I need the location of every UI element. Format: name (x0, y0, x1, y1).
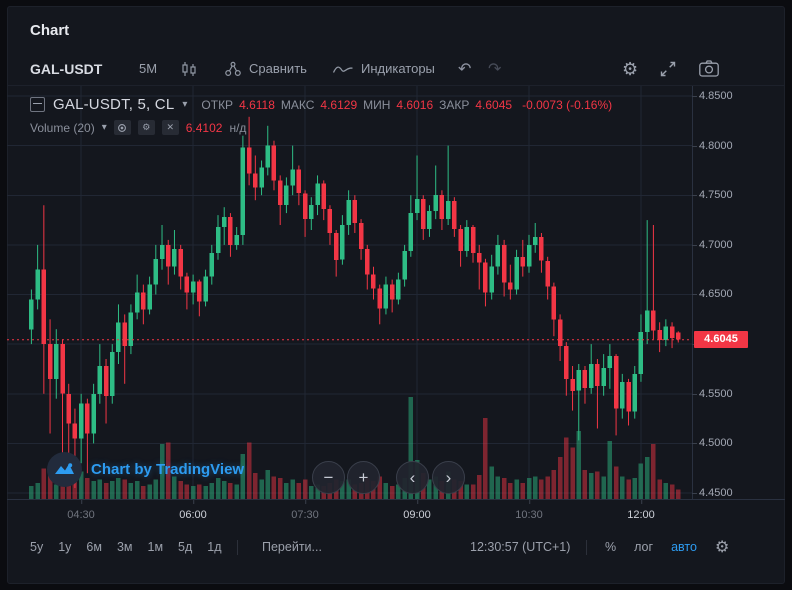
series-title[interactable]: GAL-USDT, 5, CL (53, 96, 175, 113)
scroll-right-button[interactable]: › (432, 461, 465, 494)
tradingview-attribution[interactable]: Chart by TradingView (47, 452, 244, 487)
interval-button[interactable]: 5M (139, 61, 158, 76)
price-axis-border (692, 86, 693, 500)
time-tick-label: 09:00 (403, 500, 431, 521)
bottom-toolbar: 5y 1y 6м 3м 1м 5д 1д Перейти... 12:30:57… (0, 533, 792, 561)
scroll-left-button[interactable]: ‹ (396, 461, 429, 494)
price-tick-label: 4.5000 (692, 436, 759, 450)
toolbar-right: ⚙ (622, 52, 720, 85)
time-tick-label: 04:30 (67, 500, 95, 521)
time-tick-label: 10:30 (515, 500, 543, 521)
price-tick-label: 4.5500 (692, 387, 759, 401)
candles-icon (180, 60, 198, 78)
low-value: 4.6016 (396, 97, 434, 112)
zoom-in-button[interactable]: + (347, 461, 380, 494)
snapshot-button[interactable] (698, 59, 720, 78)
range-6m[interactable]: 6м (86, 540, 102, 554)
range-1y[interactable]: 1y (58, 540, 72, 554)
open-label: ОТКР (201, 97, 234, 112)
gridlines (7, 86, 692, 499)
range-buttons: 5y 1y 6м 3м 1м 5д 1д (30, 533, 238, 561)
last-price-label: 4.6045 (694, 331, 748, 348)
log-scale-button[interactable]: лог (634, 540, 654, 554)
high-value: 4.6129 (320, 97, 358, 112)
price-tick-label: 4.4500 (692, 486, 759, 500)
chart-pane[interactable] (7, 86, 692, 499)
range-5d[interactable]: 5д (178, 540, 193, 554)
range-1d[interactable]: 1д (207, 540, 222, 554)
visibility-icon[interactable] (113, 120, 131, 135)
settings-button[interactable]: ⚙ (622, 58, 639, 79)
compare-icon (224, 60, 242, 78)
indicators-label: Индикаторы (361, 61, 435, 76)
compare-label: Сравнить (249, 61, 307, 76)
range-5y[interactable]: 5y (30, 540, 44, 554)
candles (29, 116, 681, 488)
price-tick-label: 4.7500 (692, 188, 759, 202)
low-label: МИН (363, 97, 391, 112)
volume-value: 6.4102 (185, 120, 223, 135)
candle-style-button[interactable] (180, 52, 198, 85)
price-tick-label: 4.8500 (692, 89, 759, 103)
time-tick-label: 12:00 (627, 500, 655, 521)
price-tick-label: 4.7000 (692, 238, 759, 252)
chart-settings-icon[interactable]: ⚙ (714, 539, 730, 556)
clock[interactable]: 12:30:57 (UTC+1) (470, 540, 571, 554)
attribution-text[interactable]: Chart by TradingView (91, 461, 245, 478)
volume-na: н/д (229, 120, 247, 135)
remove-indicator-icon[interactable]: ✕ (161, 120, 179, 135)
time-tick-label: 06:00 (179, 500, 207, 521)
ohlc-values: ОТКР 4.6118 МАКС 4.6129 МИН 4.6016 ЗАКР … (201, 98, 512, 112)
price-tick-label: 4.6500 (692, 287, 759, 301)
range-3m[interactable]: 3м (116, 540, 133, 554)
open-value: 4.6118 (239, 97, 275, 112)
time-axis-border (7, 499, 785, 500)
volume-label[interactable]: Volume (20) (30, 120, 95, 135)
change-value: -0.0073 (-0.16%) (522, 97, 613, 112)
divider (586, 539, 587, 555)
close-label: ЗАКР (439, 97, 470, 112)
collapse-legend-icon[interactable] (30, 97, 45, 112)
time-tick-label: 07:30 (291, 500, 319, 521)
toolbar-separator (7, 85, 785, 86)
volume-legend: Volume (20) ▾ ⚙ ✕ 6.4102 н/д (30, 120, 246, 135)
price-tick-label: 4.8000 (692, 139, 759, 153)
indicators-button[interactable]: Индикаторы (332, 52, 435, 85)
close-value: 4.6045 (475, 97, 513, 112)
indicator-settings-icon[interactable]: ⚙ (137, 120, 155, 135)
page-title: Chart (30, 22, 70, 39)
symbol-button[interactable]: GAL-USDT (30, 60, 103, 77)
indicators-icon (332, 62, 354, 76)
candlestick-chart (7, 86, 692, 499)
high-label: МАКС (280, 97, 315, 112)
compare-button[interactable]: Сравнить (224, 52, 307, 85)
time-axis[interactable]: 04:30 06:00 07:30 09:00 10:30 12:00 (0, 500, 792, 525)
chart-toolbar: GAL-USDT 5M Сравнить (0, 52, 792, 85)
undo-button[interactable]: ↶ (458, 60, 472, 78)
redo-button[interactable]: ↷ (488, 60, 502, 78)
tradingview-logo-icon[interactable] (47, 452, 82, 487)
percent-scale-button[interactable]: % (605, 540, 617, 554)
chevron-down-icon[interactable]: ▾ (182, 99, 188, 110)
fullscreen-button[interactable] (658, 59, 678, 79)
goto-button[interactable]: Перейти... (262, 540, 322, 554)
series-legend: GAL-USDT, 5, CL ▾ ОТКР 4.6118 МАКС 4.612… (30, 96, 612, 113)
chevron-down-icon[interactable]: ▾ (101, 122, 107, 133)
divider (236, 539, 238, 555)
auto-scale-button[interactable]: авто (671, 540, 697, 554)
zoom-out-button[interactable]: − (312, 461, 345, 494)
scale-controls: % лог авто ⚙ (586, 533, 729, 561)
range-1m[interactable]: 1м (147, 540, 164, 554)
